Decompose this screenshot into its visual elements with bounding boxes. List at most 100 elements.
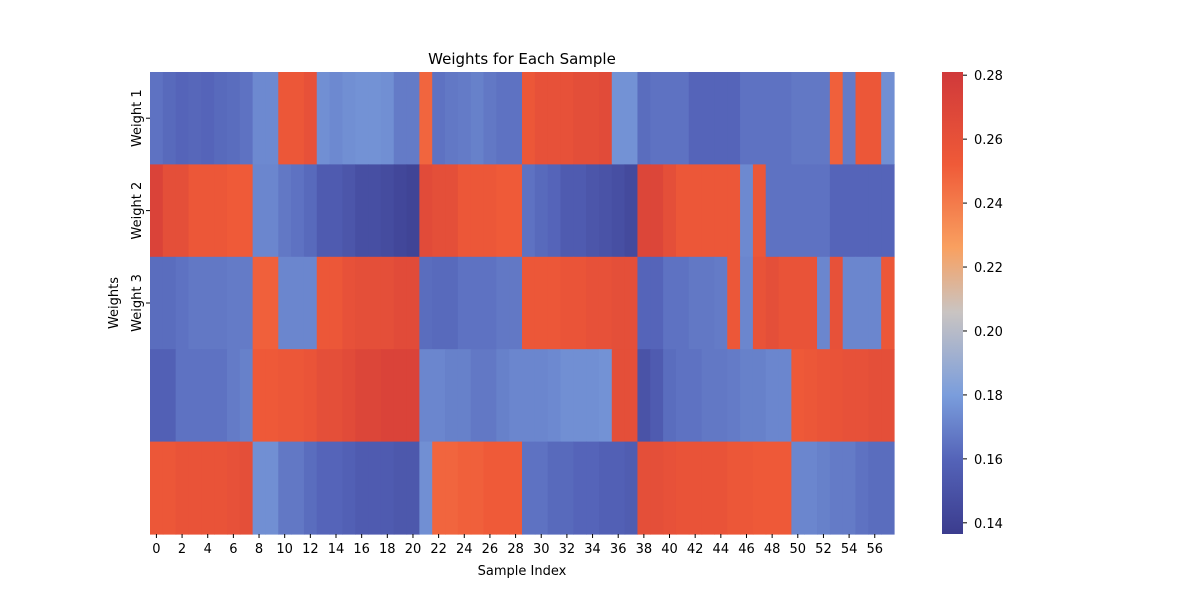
heatmap-cell [458, 442, 471, 535]
heatmap-cell [471, 442, 484, 535]
heatmap-cell [753, 164, 766, 257]
heatmap-cell [419, 164, 432, 257]
heatmap-cell [176, 349, 189, 442]
x-tick-label: 38 [636, 542, 653, 557]
heatmap-cell [650, 164, 663, 257]
heatmap-cell [381, 164, 394, 257]
colorbar [942, 72, 963, 534]
heatmap-cell [676, 72, 689, 165]
heatmap-cell [740, 442, 753, 535]
heatmap-cell [304, 164, 317, 257]
heatmap-cell [394, 257, 407, 350]
heatmap-cell [150, 72, 163, 165]
heatmap-cell [727, 72, 740, 165]
x-tick-label: 56 [866, 542, 883, 557]
heatmap-cell [176, 164, 189, 257]
heatmap-cell [637, 72, 650, 165]
heatmap-cell [843, 257, 856, 350]
heatmap-cell [560, 257, 573, 350]
heatmap-cell [278, 164, 291, 257]
heatmap-cell [689, 72, 702, 165]
heatmap-cell [650, 72, 663, 165]
heatmap-cell [265, 164, 278, 257]
heatmap-cell [471, 349, 484, 442]
heatmap-cell [240, 257, 253, 350]
heatmap-cell [291, 442, 304, 535]
x-axis-label: Sample Index [478, 564, 567, 579]
heatmap-cell [214, 164, 227, 257]
heatmap-cell [804, 442, 817, 535]
heatmap-cell [484, 164, 497, 257]
heatmap-cell [317, 164, 330, 257]
heatmap-cell [509, 164, 522, 257]
heatmap-cell [188, 442, 201, 535]
heatmap-cell [689, 349, 702, 442]
heatmap-cell [868, 72, 881, 165]
colorbar-tick-label: 0.26 [974, 133, 1003, 148]
heatmap-cell [779, 349, 792, 442]
heatmap-cell [445, 349, 458, 442]
heatmap-cell [176, 257, 189, 350]
heatmap-cell [445, 164, 458, 257]
heatmap-cell [381, 257, 394, 350]
heatmap-cell [727, 257, 740, 350]
heatmap-cell [612, 349, 625, 442]
heatmap-cell [342, 257, 355, 350]
heatmap-cell [625, 72, 638, 165]
heatmap-cell [791, 164, 804, 257]
heatmap-cell [586, 72, 599, 165]
heatmap-cell [868, 442, 881, 535]
heatmap-cell [240, 442, 253, 535]
heatmap-cell [791, 349, 804, 442]
heatmap-cell [676, 349, 689, 442]
heatmap-cell [573, 164, 586, 257]
heatmap-cell [714, 442, 727, 535]
y-tick-label: Weight 1 [130, 89, 145, 147]
heatmap-cell [804, 164, 817, 257]
colorbar-tick-label: 0.14 [974, 517, 1003, 532]
heatmap-cell [599, 72, 612, 165]
x-tick-label: 12 [302, 542, 319, 557]
heatmap-cell [868, 257, 881, 350]
heatmap-cell [843, 349, 856, 442]
heatmap-cell [484, 257, 497, 350]
heatmap-cell [676, 257, 689, 350]
heatmap-cell [163, 164, 176, 257]
heatmap-cell [163, 442, 176, 535]
heatmap-cell [881, 164, 894, 257]
heatmap-cell [804, 257, 817, 350]
heatmap-cell [522, 164, 535, 257]
heatmap-cell [548, 349, 561, 442]
heatmap-cell [304, 349, 317, 442]
y-tick-label: Weight 2 [130, 182, 145, 240]
heatmap-cell [214, 257, 227, 350]
heatmap-cell [394, 164, 407, 257]
heatmap-cell [830, 72, 843, 165]
y-tick-label: Weight 3 [130, 274, 145, 332]
heatmap-cell [496, 72, 509, 165]
heatmap-cell [881, 349, 894, 442]
heatmap-cell [753, 72, 766, 165]
heatmap-cell [702, 257, 715, 350]
heatmap-cell [612, 72, 625, 165]
heatmap-cell [317, 349, 330, 442]
x-tick-label: 52 [815, 542, 832, 557]
heatmap-cell [188, 164, 201, 257]
heatmap-cell [766, 442, 779, 535]
heatmap-cell [342, 442, 355, 535]
heatmap-cell [548, 257, 561, 350]
heatmap-cell [484, 349, 497, 442]
heatmap-cell [548, 72, 561, 165]
heatmap-cell [535, 349, 548, 442]
heatmap-cell [560, 349, 573, 442]
heatmap-cell [676, 442, 689, 535]
x-tick-label: 30 [533, 542, 550, 557]
heatmap-cell [471, 72, 484, 165]
heatmap-cell [176, 72, 189, 165]
x-tick-label: 0 [152, 542, 160, 557]
heatmap-cell [240, 349, 253, 442]
heatmap-cell [458, 257, 471, 350]
heatmap-cell [201, 164, 214, 257]
heatmap-cell [496, 442, 509, 535]
